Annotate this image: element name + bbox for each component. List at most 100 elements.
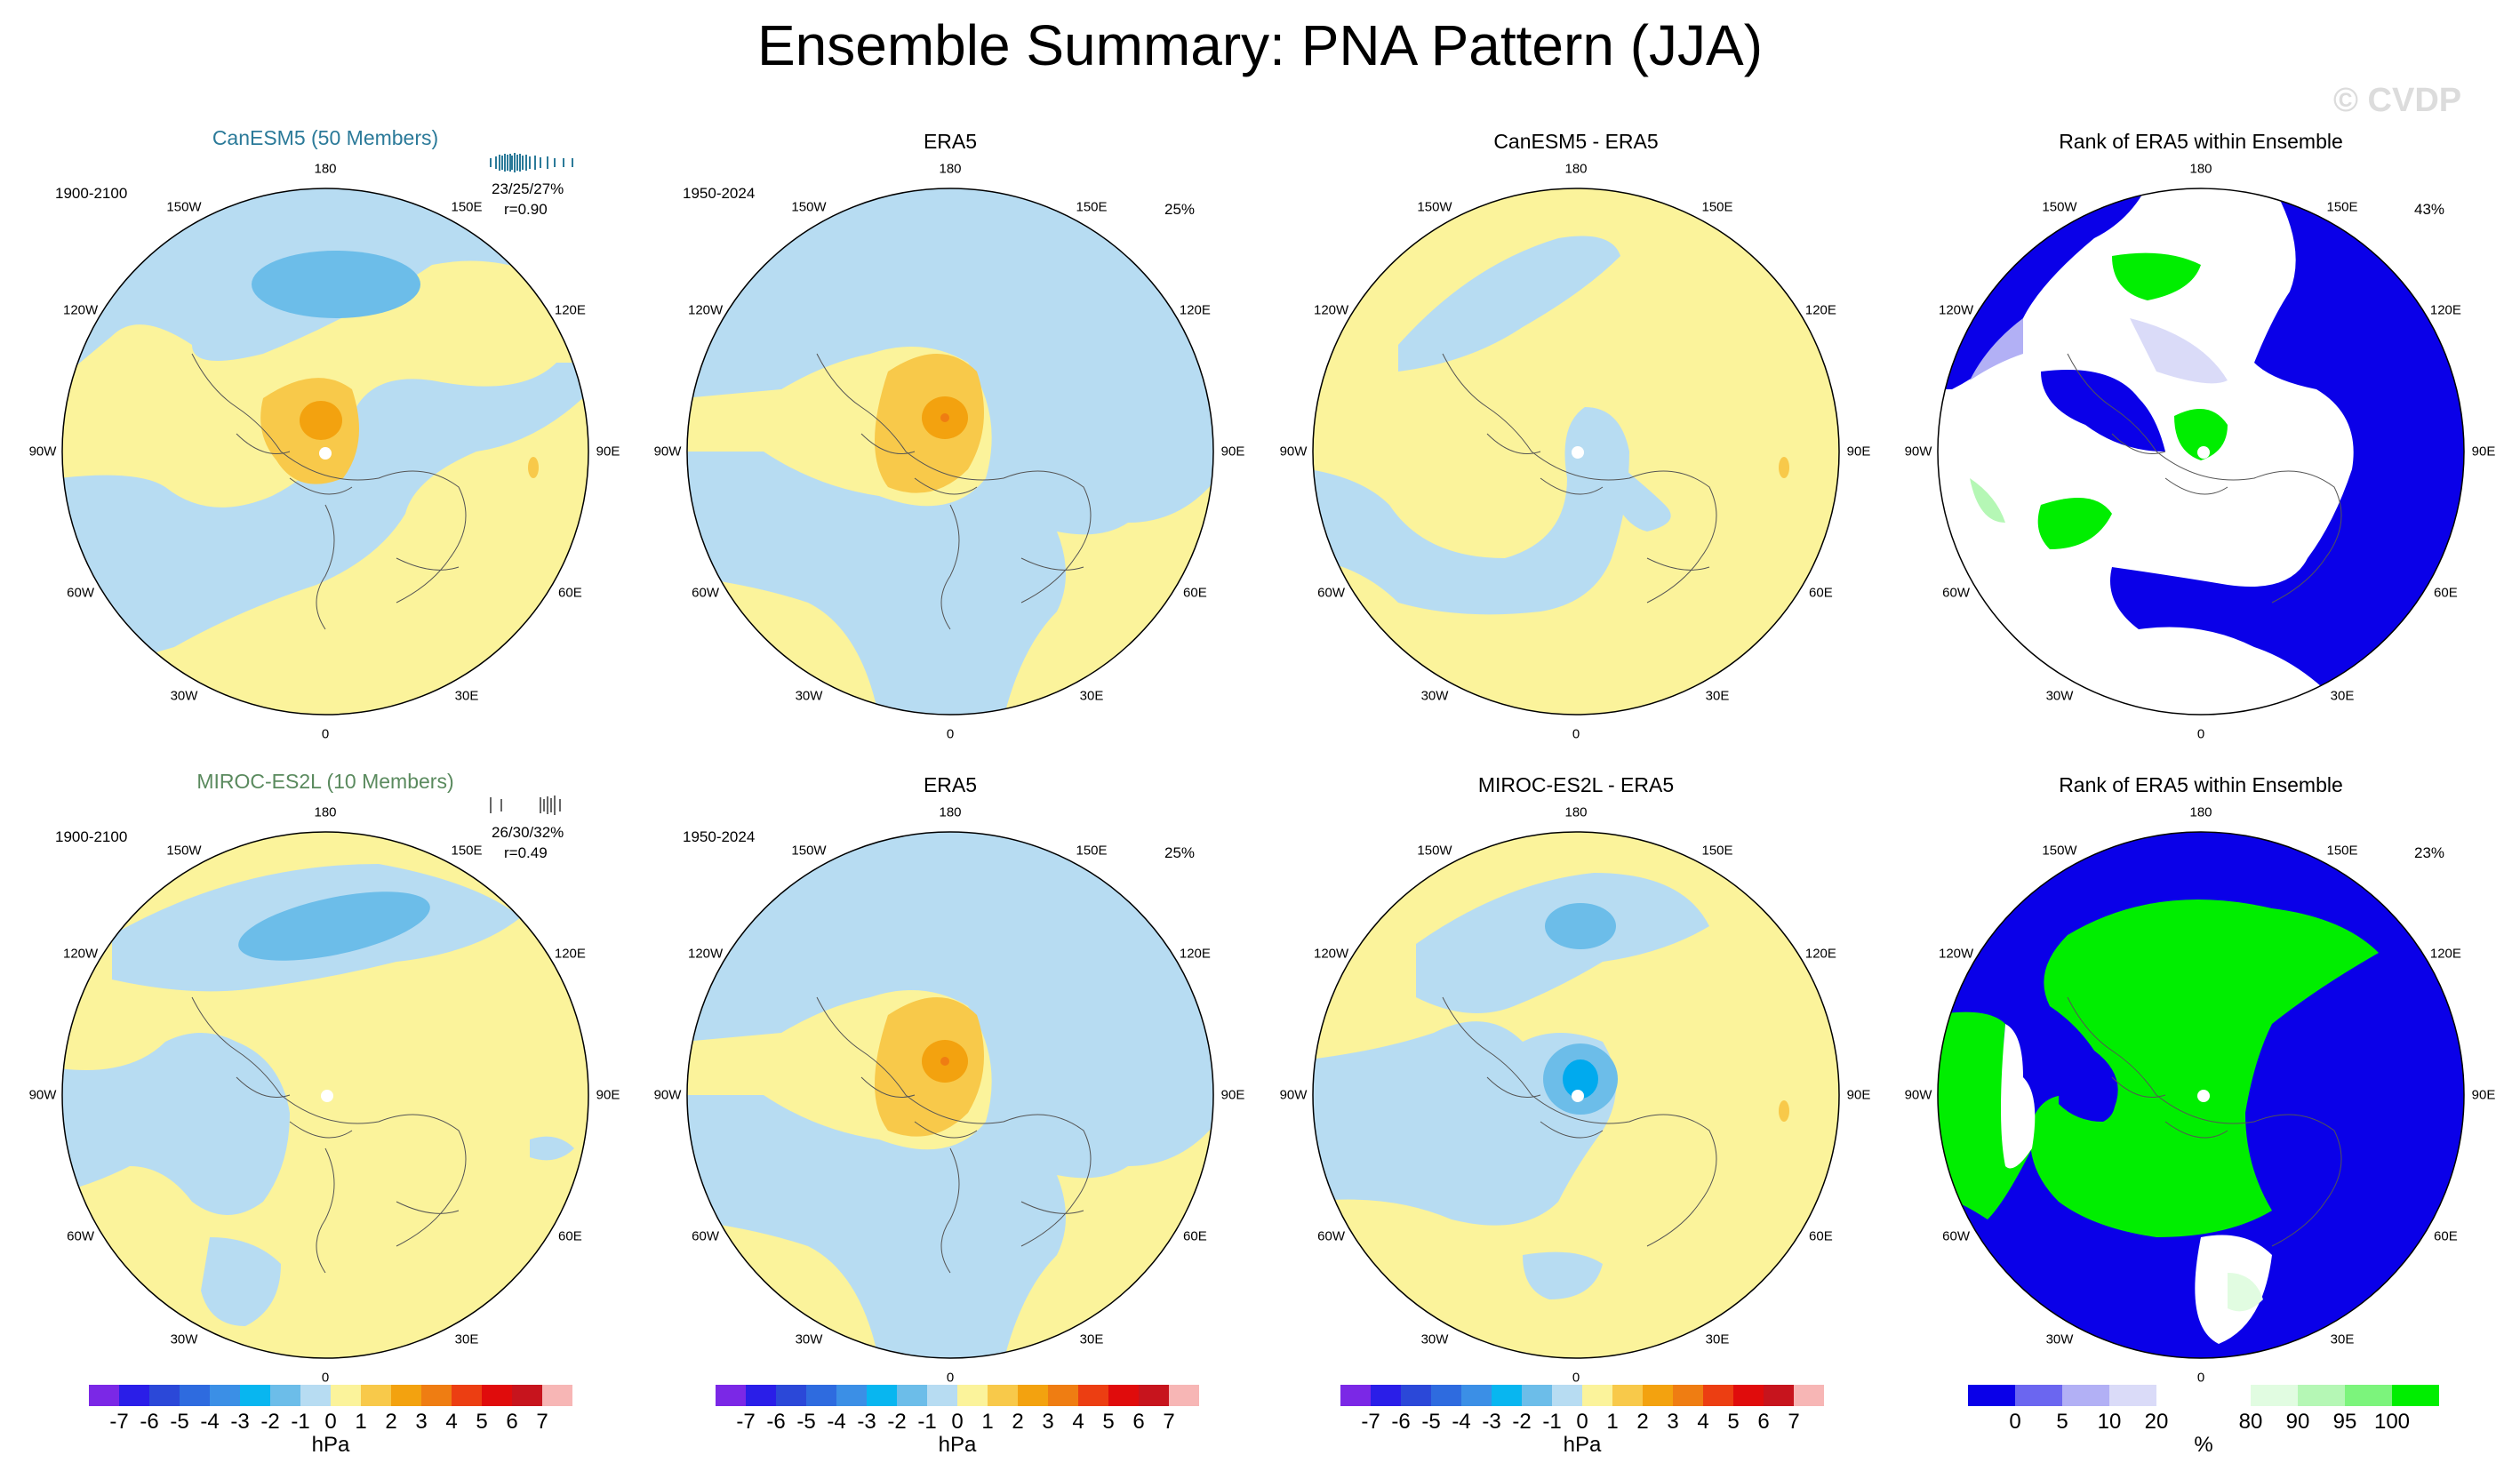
colorbar-swatch	[1078, 1385, 1108, 1406]
longitude-label: 60W	[692, 585, 720, 601]
colorbar-swatch	[1401, 1385, 1431, 1406]
longitude-label: 30E	[2330, 1331, 2355, 1347]
longitude-label: 60E	[558, 585, 582, 601]
longitude-label: 60W	[1317, 1228, 1346, 1244]
colorbar-tick: 5	[2056, 1410, 2068, 1434]
map-canesm5	[61, 188, 589, 716]
longitude-label: 60E	[2434, 585, 2458, 601]
colorbar-swatch	[1340, 1385, 1371, 1406]
colorbar-swatch	[89, 1385, 119, 1406]
longitude-label: 0	[321, 1370, 330, 1386]
longitude-label: 30E	[1079, 1331, 1104, 1347]
colorbar-swatch	[270, 1385, 300, 1406]
colorbar-swatch	[957, 1385, 988, 1406]
colorbar-swatch	[1492, 1385, 1522, 1406]
colorbar-swatch	[927, 1385, 957, 1406]
colorbar-tick: 0	[2009, 1410, 2021, 1434]
longitude-label: 180	[1564, 804, 1588, 820]
longitude-label: 30E	[1079, 688, 1104, 704]
colorbar-swatch	[119, 1385, 149, 1406]
longitude-label: 0	[946, 1370, 955, 1386]
longitude-label: 60W	[692, 1228, 720, 1244]
longitude-label: 0	[2196, 1370, 2205, 1386]
colorbar-tick: 6	[506, 1410, 518, 1434]
colorbar-tick: 3	[415, 1410, 428, 1434]
colorbar-tick: 7	[1163, 1410, 1175, 1434]
longitude-label: 150W	[166, 843, 202, 859]
colorbar-swatch	[867, 1385, 897, 1406]
colorbar-swatch	[482, 1385, 512, 1406]
longitude-label: 150W	[1417, 199, 1452, 215]
longitude-label: 90E	[596, 1087, 620, 1103]
longitude-label: 90E	[596, 444, 620, 460]
longitude-label: 0	[1572, 1370, 1580, 1386]
colorbar-swatch	[2298, 1385, 2345, 1406]
longitude-label: 120E	[2429, 946, 2461, 962]
colorbar-swatch	[331, 1385, 361, 1406]
longitude-label: 90W	[28, 1087, 57, 1103]
colorbar-swatch	[452, 1385, 482, 1406]
era-panel-title: ERA5	[923, 773, 978, 796]
longitude-label: 120E	[1179, 302, 1211, 318]
colorbar-swatch	[2015, 1385, 2062, 1406]
longitude-label: 60E	[558, 1228, 582, 1244]
colorbar-tick: -5	[796, 1410, 816, 1434]
era-period: 1950-2024	[683, 185, 756, 202]
longitude-label: 120E	[554, 946, 586, 962]
longitude-label: 120E	[1179, 946, 1211, 962]
colorbar-swatch	[180, 1385, 210, 1406]
longitude-label: 150E	[1076, 843, 1108, 859]
colorbar-swatch	[421, 1385, 452, 1406]
colorbar-tick: -3	[857, 1410, 876, 1434]
longitude-label: 150E	[451, 843, 483, 859]
era-period: 1950-2024	[683, 828, 756, 845]
model-period: 1900-2100	[55, 185, 128, 202]
colorbar-swatch	[2109, 1385, 2156, 1406]
colorbar-tick: 3	[1667, 1410, 1679, 1434]
colorbar-swatch	[512, 1385, 542, 1406]
longitude-label: 60W	[1942, 585, 1971, 601]
longitude-label: 180	[939, 804, 962, 820]
colorbar-tick: 0	[324, 1410, 337, 1434]
pna-colorbar	[89, 1385, 572, 1406]
longitude-label: 60W	[67, 585, 95, 601]
longitude-label: 120W	[688, 302, 724, 318]
model-period: 1900-2100	[55, 828, 128, 845]
colorbar-swatch	[361, 1385, 391, 1406]
colorbar-swatch	[1431, 1385, 1461, 1406]
colorbar-tick: 1	[355, 1410, 367, 1434]
longitude-label: 120W	[1939, 946, 1974, 962]
longitude-label: 150W	[791, 199, 827, 215]
colorbar-tick: 2	[1636, 1410, 1649, 1434]
longitude-label: 120E	[2429, 302, 2461, 318]
model-title-text: CanESM5 (50 Members)	[212, 126, 439, 149]
longitude-label: 120W	[688, 946, 724, 962]
longitude-label: 60E	[1183, 1228, 1207, 1244]
longitude-label: 60E	[1809, 1228, 1833, 1244]
colorbar-swatch	[1371, 1385, 1401, 1406]
longitude-label: 90E	[2471, 444, 2496, 460]
longitude-label: 60W	[67, 1228, 95, 1244]
longitude-label: 150E	[1076, 199, 1108, 215]
longitude-label: 30W	[795, 1331, 823, 1347]
colorbar-swatch	[2062, 1385, 2109, 1406]
colorbar-swatch	[210, 1385, 240, 1406]
member-strip	[490, 153, 573, 172]
colorbar-swatch	[1733, 1385, 1764, 1406]
model-title-text: MIROC-ES2L (10 Members)	[196, 770, 454, 793]
colorbar-swatch	[806, 1385, 836, 1406]
colorbar-unit: hPa	[1563, 1433, 1602, 1457]
longitude-label: 0	[1572, 726, 1580, 742]
colorbar-tick: -5	[1421, 1410, 1441, 1434]
colorbar-unit: hPa	[311, 1433, 350, 1457]
map-rank-miroc	[1937, 831, 2465, 1359]
colorbar-tick: -6	[1391, 1410, 1411, 1434]
colorbar-swatch	[2251, 1385, 2298, 1406]
model-stats: 26/30/32%	[492, 824, 564, 841]
colorbar-swatch	[1552, 1385, 1582, 1406]
colorbar-swatch	[897, 1385, 927, 1406]
colorbar-tick: -2	[887, 1410, 907, 1434]
colorbar-swatch	[2156, 1385, 2204, 1406]
longitude-label: 180	[1564, 161, 1588, 177]
colorbar-tick: 0	[1576, 1410, 1588, 1434]
